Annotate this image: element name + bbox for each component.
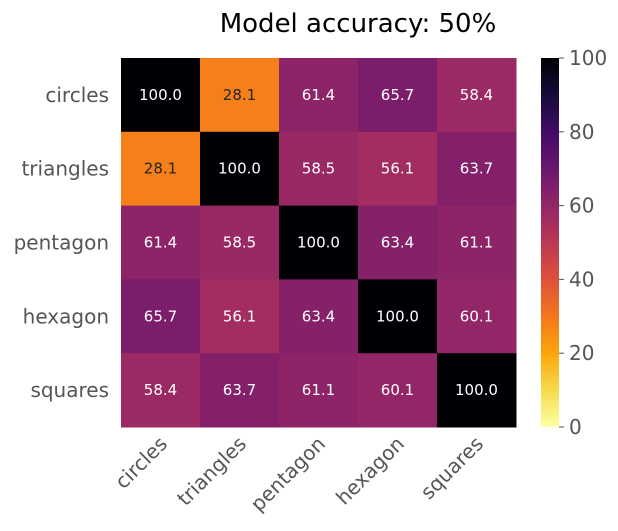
- cell-value-label: 63.4: [302, 307, 335, 325]
- heatmap-cell: [121, 58, 201, 133]
- cell-value-label: 60.1: [460, 307, 493, 325]
- heatmap-cell: [200, 205, 280, 280]
- y-tick-label: hexagon: [23, 304, 109, 328]
- cell-value-label: 56.1: [381, 160, 414, 178]
- cell-value-label: 63.4: [381, 234, 414, 252]
- cell-value-label: 61.4: [302, 86, 335, 104]
- heatmap-cell: [279, 58, 359, 133]
- y-tick-label: circles: [45, 83, 109, 107]
- cell-value-label: 100.0: [376, 307, 419, 325]
- heatmap-cell: [437, 205, 517, 280]
- y-tick-labels: circles triangles pentagon hexagon squares: [14, 83, 109, 402]
- y-tick-label: squares: [30, 378, 109, 402]
- x-tick-label: triangles: [172, 432, 251, 511]
- colorbar-tick-label: 80: [569, 120, 594, 144]
- cell-value-label: 61.4: [144, 234, 177, 252]
- heatmap-cells: 100.0 28.1 61.4 65.7 58.4 28.1 100.0 58.5 56.1 63…: [121, 58, 517, 428]
- colorbar-tick-label: 60: [569, 194, 594, 218]
- cell-value-label: 56.1: [223, 307, 256, 325]
- cell-value-label: 100.0: [218, 160, 261, 178]
- heatmap-cell: [200, 353, 280, 428]
- colorbar-tick-label: 0: [569, 415, 582, 439]
- cell-value-label: 65.7: [381, 86, 414, 104]
- cell-value-label: 58.4: [460, 86, 493, 104]
- heatmap-cell: [358, 131, 438, 207]
- heatmap-cell: [437, 58, 517, 133]
- cell-value-label: 58.5: [302, 160, 335, 178]
- cell-value-label: 61.1: [302, 381, 335, 399]
- heatmap-cell: [358, 205, 438, 280]
- x-tick-label: pentagon: [246, 432, 330, 516]
- heatmap-cell: [279, 353, 359, 428]
- heatmap-cell: [121, 279, 201, 354]
- cell-value-label: 63.7: [460, 160, 493, 178]
- cell-value-label: 28.1: [223, 86, 256, 104]
- x-tick-label: squares: [416, 432, 489, 505]
- y-tick-label: triangles: [21, 157, 109, 181]
- cell-value-label: 65.7: [144, 307, 177, 325]
- cell-value-label: 100.0: [139, 86, 182, 104]
- heatmap-cell: [358, 279, 438, 354]
- colorbar: [541, 58, 559, 427]
- heatmap-cell: [200, 58, 280, 133]
- heatmap-cell: [121, 131, 201, 207]
- heatmap-cell: [121, 205, 201, 280]
- colorbar-tick-label: 20: [569, 341, 594, 365]
- heatmap-cell: [279, 279, 359, 354]
- heatmap-cell: [279, 205, 359, 280]
- cell-value-label: 58.5: [223, 234, 256, 252]
- x-tick-label: circles: [110, 432, 172, 494]
- heatmap-cell: [279, 131, 359, 207]
- heatmap-cell: [437, 279, 517, 354]
- colorbar-ticks: 0 20 40 60 80 100: [559, 46, 607, 439]
- cell-value-label: 60.1: [381, 381, 414, 399]
- heatmap-cell: [358, 353, 438, 428]
- cell-value-label: 28.1: [144, 160, 177, 178]
- heatmap-cell: [437, 131, 517, 207]
- cell-value-label: 100.0: [455, 381, 498, 399]
- colorbar-tick-label: 100: [569, 46, 607, 70]
- colorbar-tick-label: 40: [569, 267, 594, 291]
- heatmap-cell: [358, 58, 438, 133]
- y-tick-label: pentagon: [14, 231, 109, 255]
- cell-value-label: 100.0: [297, 234, 340, 252]
- heatmap-cell: [200, 279, 280, 354]
- cell-value-label: 61.1: [460, 234, 493, 252]
- heatmap-cell: [437, 353, 517, 428]
- chart-title: Model accuracy: 50%: [220, 9, 497, 39]
- heatmap-cell: [121, 353, 201, 428]
- cell-value-label: 63.7: [223, 381, 256, 399]
- cell-value-label: 58.4: [144, 381, 177, 399]
- heatmap-cell: [200, 131, 280, 207]
- x-tick-label: hexagon: [331, 432, 409, 510]
